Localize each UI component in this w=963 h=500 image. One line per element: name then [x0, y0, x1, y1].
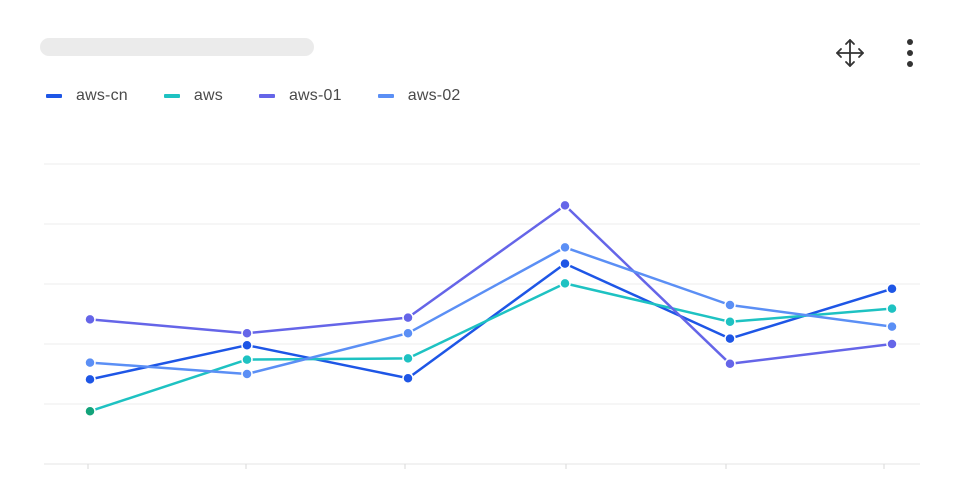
- legend-item-aws[interactable]: aws: [163, 86, 223, 106]
- chart-legend: aws-cn aws aws-01 aws-02: [46, 86, 497, 106]
- legend-label: aws-cn: [76, 87, 128, 104]
- legend-item-aws-cn[interactable]: aws-cn: [46, 86, 128, 106]
- more-vertical-icon: [907, 39, 913, 67]
- data-point-aws-01: [724, 358, 736, 370]
- series-line-aws: [88, 282, 894, 413]
- data-point-aws: [559, 277, 571, 290]
- data-point-aws-cn: [886, 283, 898, 295]
- data-point-aws-02: [559, 241, 571, 254]
- chart-toolbar: [833, 36, 927, 70]
- legend-item-aws-01[interactable]: aws-01: [258, 86, 342, 106]
- data-point-aws: [402, 352, 414, 365]
- series-line-aws-cn: [88, 262, 894, 381]
- legend-swatch: [258, 94, 275, 98]
- data-point-aws-02: [724, 299, 736, 311]
- legend-item-aws-02[interactable]: aws-02: [377, 86, 461, 106]
- data-point-aws-cn: [84, 373, 96, 386]
- data-point-aws-02: [886, 320, 898, 333]
- data-point-aws-cn: [402, 372, 414, 384]
- chart-title-placeholder: [40, 38, 314, 56]
- series-line-aws-02: [88, 246, 894, 376]
- data-point-aws: [886, 302, 898, 315]
- move-button[interactable]: [833, 36, 867, 70]
- data-point-aws-01: [402, 311, 414, 324]
- data-point-aws-02: [84, 356, 96, 369]
- data-point-aws-cn: [559, 257, 571, 270]
- series-line-aws-01: [88, 204, 894, 366]
- data-point-aws-02: [241, 368, 253, 380]
- data-point-aws-cn: [241, 339, 253, 351]
- data-point-aws: [724, 316, 736, 328]
- data-point-aws-02: [402, 327, 414, 339]
- legend-swatch: [163, 94, 180, 98]
- legend-label: aws: [193, 87, 223, 104]
- data-point-aws: [84, 405, 96, 417]
- legend-label: aws-02: [407, 87, 461, 104]
- data-point-aws-01: [886, 338, 898, 350]
- data-point-aws: [241, 353, 253, 366]
- legend-swatch: [377, 94, 394, 98]
- move-arrows-icon: [836, 39, 864, 67]
- data-point-aws-01: [559, 199, 571, 212]
- data-point-aws-cn: [724, 332, 736, 345]
- data-point-aws-01: [84, 313, 96, 326]
- legend-swatch: [46, 94, 62, 98]
- legend-label: aws-01: [288, 87, 342, 104]
- more-options-button[interactable]: [893, 36, 927, 70]
- data-point-aws-01: [241, 327, 253, 339]
